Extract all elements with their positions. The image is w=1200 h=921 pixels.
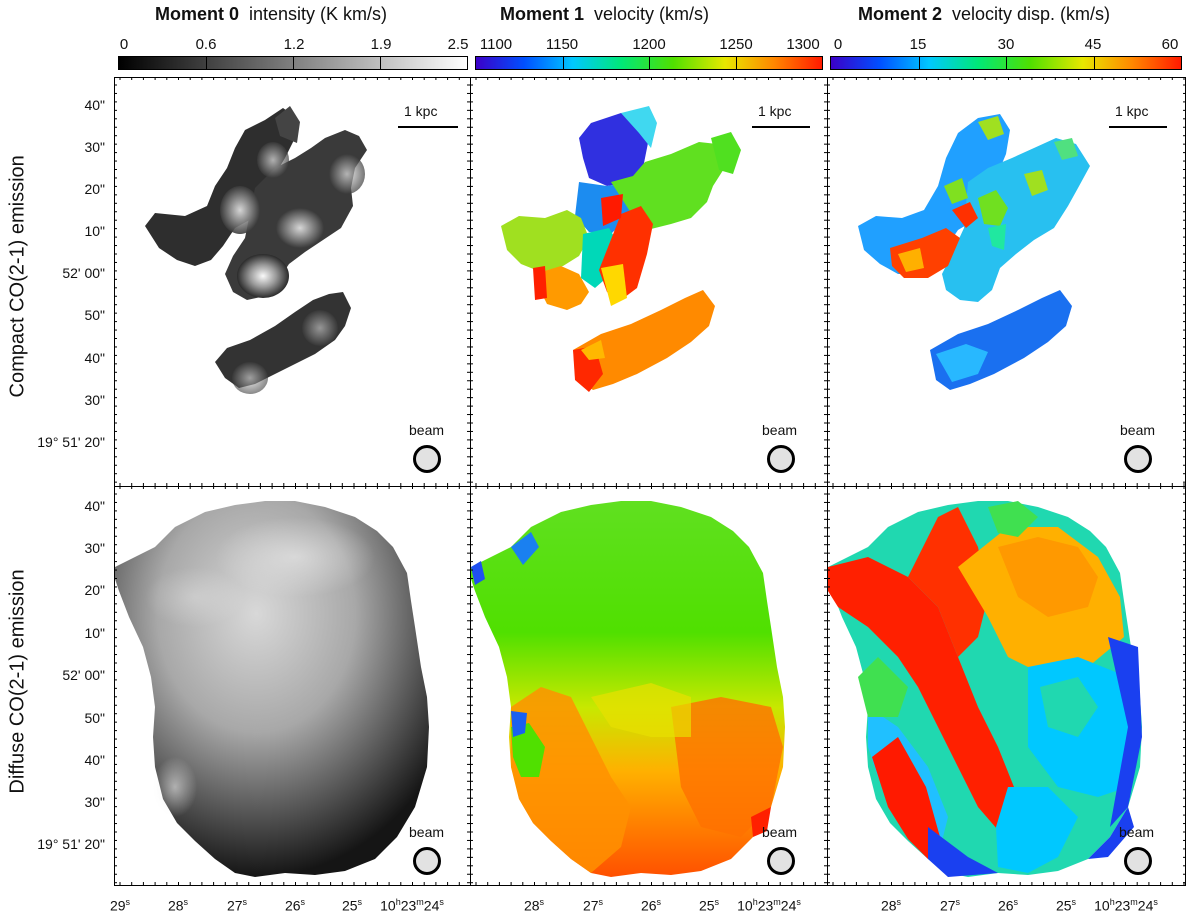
moment2-cbar-label-2: 30 <box>997 36 1015 53</box>
panel-diffuse-moment0: beam <box>114 486 471 886</box>
scalebar-label: 1 kpc <box>404 103 438 119</box>
diffuse-moment2-map <box>828 501 1142 877</box>
moment2-title-bold: Moment 2 <box>858 4 943 24</box>
xtick-p1-28: 28s <box>167 897 189 914</box>
compact-moment1-map <box>501 106 741 392</box>
moment1-cbar-label-3: 1250 <box>719 36 753 53</box>
moment2-cbar-label-3: 45 <box>1084 36 1102 53</box>
moment2-cbar-label-1: 15 <box>909 36 927 53</box>
ytick-top-30b: 30" <box>84 392 105 408</box>
moment1-title-bold: Moment 1 <box>500 4 585 24</box>
ytick-bottom-40: 40" <box>84 498 105 514</box>
moment2-colorbar <box>830 56 1182 70</box>
ytick-top-10: 10" <box>84 223 105 239</box>
xtick-p3-26: 26s <box>997 897 1019 914</box>
beam-label: beam <box>409 422 445 438</box>
moment1-cbar-label-1: 1150 <box>545 36 579 53</box>
moment2-cbar-label-4: 60 <box>1161 36 1179 53</box>
diffuse-moment1-map <box>471 501 785 877</box>
xtick-p3-10h23m24s: 10h23m24s <box>1094 897 1158 914</box>
beam-label: beam <box>1119 824 1155 840</box>
xtick-p1-27: 27s <box>226 897 248 914</box>
ytick-top-20: 20" <box>84 181 105 197</box>
xtick-p2-25: 25s <box>698 897 720 914</box>
scalebar-line <box>1109 126 1167 128</box>
beam-ellipse <box>1124 445 1152 473</box>
xtick-p1-10h23m24s: 10h23m24s <box>380 897 444 914</box>
moment2-title-units: velocity disp. (km/s) <box>952 4 1111 24</box>
xtick-p1-29: 29s <box>109 897 131 914</box>
scalebar-label: 1 kpc <box>1115 103 1149 119</box>
panel-diffuse-moment2: beam <box>827 486 1186 886</box>
moment0-cbar-label-2: 1.2 <box>283 36 305 53</box>
moment1-cbar-label-2: 1200 <box>632 36 666 53</box>
ytick-bottom-50: 50" <box>84 710 105 726</box>
moment1-cbar-label-0: 1100 <box>479 36 513 53</box>
panel-compact-moment1: 1 kpc beam <box>470 77 828 487</box>
ytick-bottom-20: 20" <box>84 582 105 598</box>
beam-ellipse <box>767 847 795 875</box>
xtick-p2-27: 27s <box>582 897 604 914</box>
xtick-p1-25: 25s <box>341 897 363 914</box>
ytick-top-30: 30" <box>84 139 105 155</box>
moment0-cbar-label-4: 2.5 <box>447 36 469 53</box>
xtick-p3-25: 25s <box>1055 897 1077 914</box>
moment0-title-units: intensity (K km/s) <box>249 4 388 24</box>
xtick-p2-28: 28s <box>523 897 545 914</box>
xtick-p3-27: 27s <box>939 897 961 914</box>
xtick-p2-26: 26s <box>640 897 662 914</box>
ytick-bottom-19-51-20: 19° 51' 20" <box>37 836 105 852</box>
ytick-bottom-30b: 30" <box>84 794 105 810</box>
diffuse-moment0-map <box>115 501 429 877</box>
scalebar-line <box>398 126 458 128</box>
xtick-p3-28: 28s <box>880 897 902 914</box>
moment2-cbar-label-0: 0 <box>833 36 843 53</box>
beam-label: beam <box>762 824 798 840</box>
moment1-colorbar <box>475 56 823 70</box>
beam-label: beam <box>1120 422 1156 438</box>
ytick-top-19-51-20: 19° 51' 20" <box>37 434 105 450</box>
moment1-cbar-label-4: 1300 <box>786 36 820 53</box>
beam-ellipse <box>413 847 441 875</box>
moment0-cbar-label-0: 0 <box>119 36 129 53</box>
beam-ellipse <box>413 445 441 473</box>
panel-diffuse-moment1: beam <box>470 486 828 886</box>
ytick-top-52-00: 52' 00" <box>62 265 105 281</box>
ytick-top-50: 50" <box>84 307 105 323</box>
panel-compact-moment0: 1 kpc beam <box>114 77 471 487</box>
moment1-title: Moment 1 velocity (km/s) <box>500 4 709 25</box>
moment1-title-units: velocity (km/s) <box>594 4 710 24</box>
ytick-bottom-52-00: 52' 00" <box>62 667 105 683</box>
beam-ellipse <box>767 445 795 473</box>
compact-moment0-map <box>145 106 367 394</box>
xtick-p1-26: 26s <box>284 897 306 914</box>
beam-ellipse <box>1124 847 1152 875</box>
moment0-cbar-label-3: 1.9 <box>370 36 392 53</box>
beam-label: beam <box>762 422 798 438</box>
ytick-bottom-30: 30" <box>84 540 105 556</box>
scalebar-label: 1 kpc <box>758 103 792 119</box>
ytick-bottom-10: 10" <box>84 625 105 641</box>
moment0-colorbar <box>118 56 468 70</box>
compact-moment2-map <box>858 114 1090 390</box>
moment2-title: Moment 2 velocity disp. (km/s) <box>858 4 1110 25</box>
xtick-p2-10h23m24s: 10h23m24s <box>737 897 801 914</box>
ytick-top-40b: 40" <box>84 350 105 366</box>
scalebar-line <box>752 126 810 128</box>
ytick-top-40: 40" <box>84 97 105 113</box>
ytick-bottom-40b: 40" <box>84 752 105 768</box>
moment0-cbar-label-1: 0.6 <box>195 36 217 53</box>
panel-compact-moment2: 1 kpc beam <box>827 77 1186 487</box>
moment0-title-bold: Moment 0 <box>155 4 240 24</box>
moment0-title: Moment 0 intensity (K km/s) <box>155 4 387 25</box>
beam-label: beam <box>409 824 445 840</box>
